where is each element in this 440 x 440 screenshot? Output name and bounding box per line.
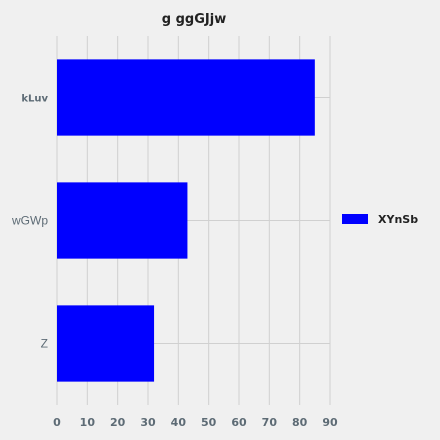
legend: XYnSb xyxy=(342,213,418,226)
x-axis-ticks: 0 10 20 30 40 50 60 70 80 90 xyxy=(53,416,338,429)
chart-title: g ggGJjw xyxy=(162,12,226,27)
legend-swatch xyxy=(342,214,368,224)
x-tick-label: 20 xyxy=(110,416,126,429)
x-tick-label: 50 xyxy=(201,416,217,429)
y-tick-label: kLuv xyxy=(21,94,48,105)
x-tick-label: 90 xyxy=(322,416,338,429)
bar xyxy=(57,182,188,259)
y-axis-ticks: kLuv wGWp Z xyxy=(11,94,48,351)
x-tick-label: 30 xyxy=(140,416,156,429)
x-tick-label: 10 xyxy=(80,416,96,429)
y-tick-label: wGWp xyxy=(11,214,48,228)
x-tick-label: 80 xyxy=(292,416,308,429)
y-tick-label: Z xyxy=(41,337,48,351)
x-tick-label: 0 xyxy=(53,416,61,429)
bar xyxy=(57,305,155,382)
x-tick-label: 60 xyxy=(231,416,247,429)
bar xyxy=(57,59,315,136)
x-tick-label: 70 xyxy=(262,416,278,429)
x-tick-label: 40 xyxy=(171,416,187,429)
bars xyxy=(57,59,315,382)
legend-label: XYnSb xyxy=(378,213,418,226)
